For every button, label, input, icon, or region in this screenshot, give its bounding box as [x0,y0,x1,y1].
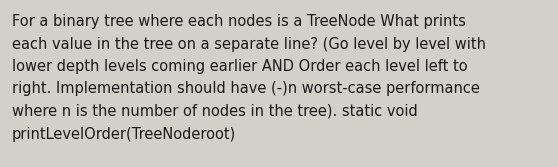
Text: For a binary tree where each nodes is a TreeNode What prints: For a binary tree where each nodes is a … [12,14,466,29]
Text: right. Implementation should have (-)n worst-case performance: right. Implementation should have (-)n w… [12,81,480,97]
Text: printLevelOrder(TreeNoderoot): printLevelOrder(TreeNoderoot) [12,126,236,141]
Text: where n is the number of nodes in the tree). static void: where n is the number of nodes in the tr… [12,104,418,119]
Text: lower depth levels coming earlier AND Order each level left to: lower depth levels coming earlier AND Or… [12,59,468,74]
Text: each value in the tree on a separate line? (Go level by level with: each value in the tree on a separate lin… [12,37,486,51]
